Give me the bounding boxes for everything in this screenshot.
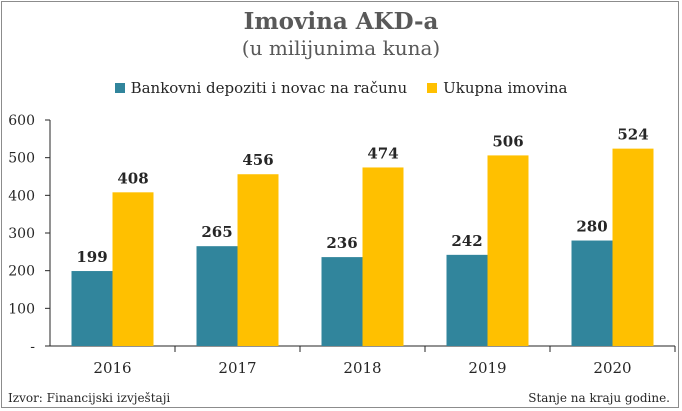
data-label: 236 bbox=[326, 234, 357, 252]
legend-item-series1: Bankovni depoziti i novac na računu bbox=[114, 79, 408, 97]
legend-swatch-series2 bbox=[427, 83, 438, 93]
data-label: 242 bbox=[451, 232, 482, 250]
data-label: 408 bbox=[117, 169, 148, 187]
bar-series2 bbox=[487, 155, 529, 346]
legend-swatch-series1 bbox=[114, 83, 125, 93]
x-tick-label: 2018 bbox=[343, 359, 381, 377]
bar-series1 bbox=[446, 254, 488, 346]
bar-series1 bbox=[71, 271, 113, 346]
bar-series1 bbox=[321, 257, 363, 346]
legend-label-series1: Bankovni depoziti i novac na računu bbox=[130, 79, 408, 97]
bar-series1 bbox=[196, 246, 238, 346]
data-label: 456 bbox=[242, 151, 273, 169]
data-label: 506 bbox=[492, 132, 523, 150]
legend: Bankovni depoziti i novac na računu Ukup… bbox=[0, 79, 682, 97]
bar-series2 bbox=[112, 192, 154, 346]
legend-label-series2: Ukupna imovina bbox=[443, 79, 568, 97]
chart-subtitle: (u milijunima kuna) bbox=[241, 36, 441, 60]
data-label: 474 bbox=[367, 144, 398, 162]
bar-series1 bbox=[571, 240, 613, 346]
bar-series2 bbox=[362, 167, 404, 346]
y-tick-label: 200 bbox=[8, 264, 35, 280]
x-tick-label: 2016 bbox=[93, 359, 131, 377]
y-tick-label: 300 bbox=[8, 226, 35, 242]
bar-series2 bbox=[612, 148, 654, 346]
y-tick-label: - bbox=[30, 339, 35, 355]
data-label: 199 bbox=[76, 248, 107, 266]
bar-series2 bbox=[237, 174, 279, 346]
y-tick-label: 600 bbox=[8, 113, 35, 129]
x-tick-label: 2019 bbox=[468, 359, 506, 377]
source-note: Izvor: Financijski izvještaji bbox=[8, 391, 171, 405]
data-label: 280 bbox=[576, 218, 607, 236]
period-note: Stanje na kraju godine. bbox=[528, 391, 670, 405]
data-label: 265 bbox=[201, 223, 232, 241]
data-label: 524 bbox=[617, 126, 648, 144]
x-tick-label: 2017 bbox=[218, 359, 256, 377]
chart-title: Imovina AKD-a bbox=[243, 8, 439, 35]
x-tick-label: 2020 bbox=[593, 359, 631, 377]
y-tick-label: 100 bbox=[8, 301, 35, 317]
y-tick-label: 500 bbox=[8, 151, 35, 167]
y-tick-label: 400 bbox=[8, 188, 35, 204]
legend-item-series2: Ukupna imovina bbox=[427, 79, 567, 97]
